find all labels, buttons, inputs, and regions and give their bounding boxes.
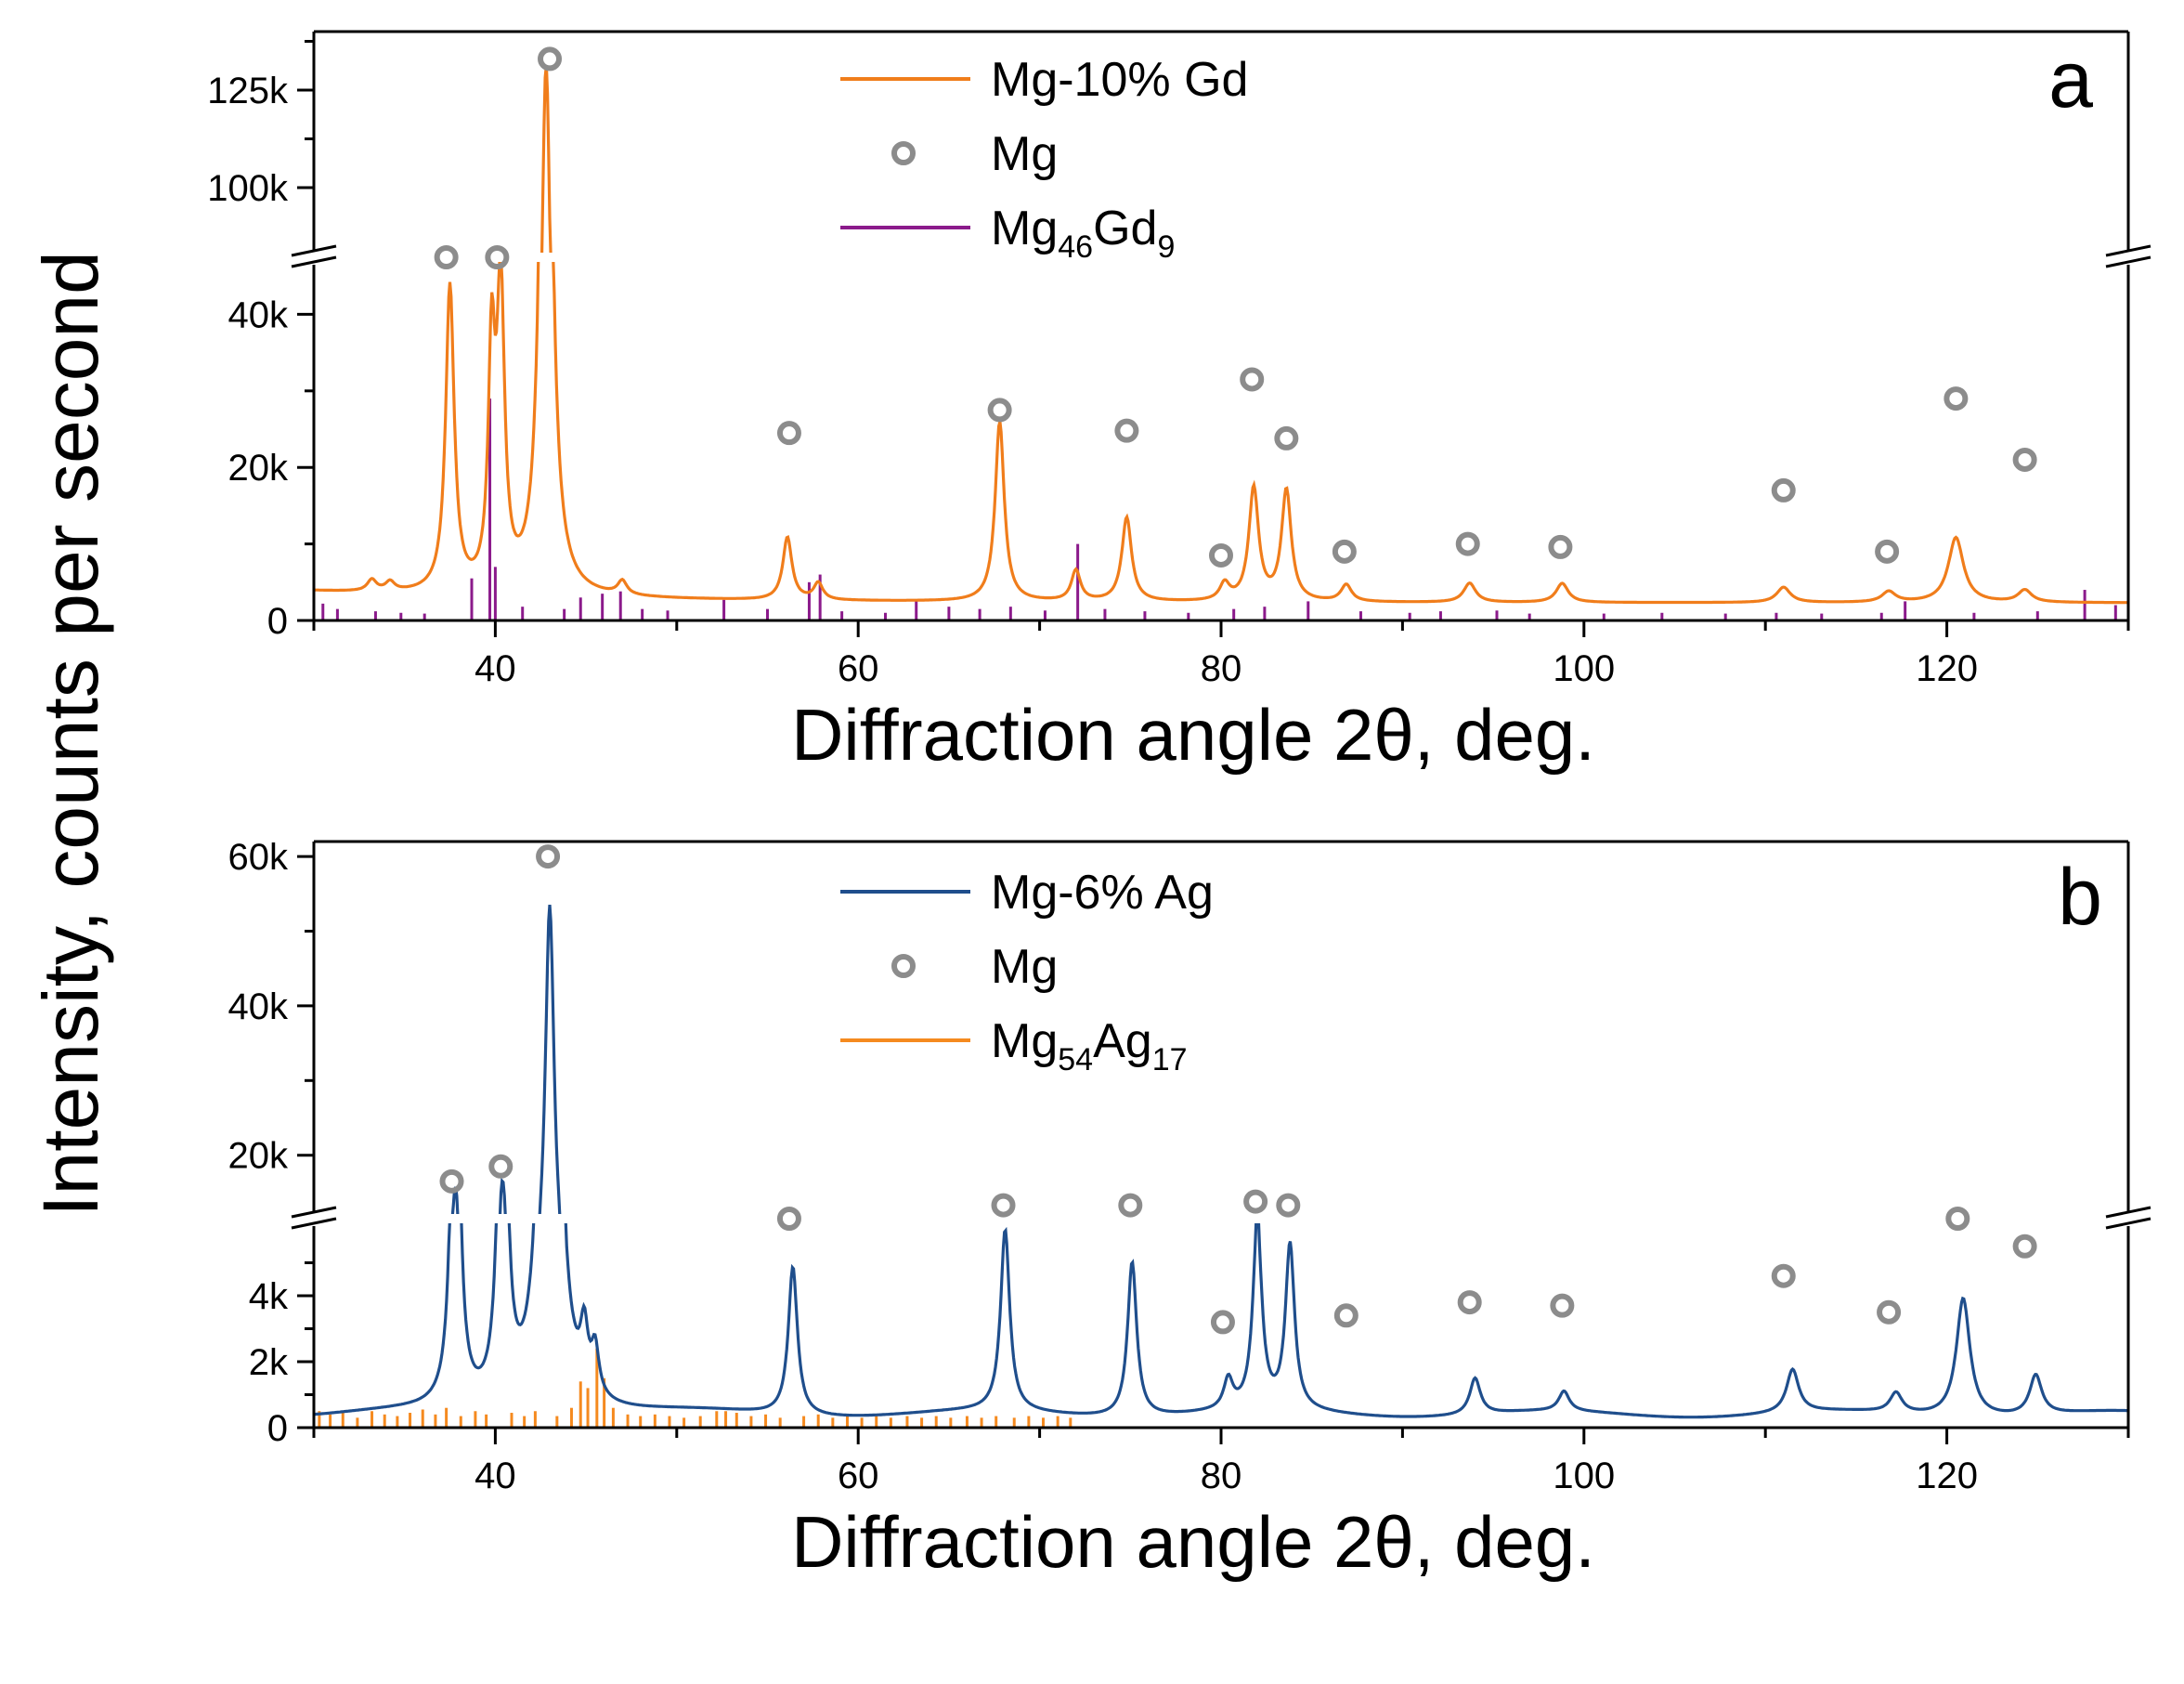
a-legend-mg-swatch [891, 141, 916, 165]
a-x-tick-label-100: 100 [1553, 648, 1615, 689]
a-mg-marker-14 [1944, 386, 1969, 411]
a-mg-marker-2 [538, 46, 563, 72]
b-legend-ref-part-1: 54 [1058, 1042, 1093, 1077]
b-break-mark-a-0 [291, 1206, 337, 1219]
b-x-tick-label-80: 80 [1201, 1456, 1242, 1496]
a-break-mark-a-0 [291, 244, 337, 257]
b-mg-marker-1 [488, 1154, 514, 1179]
b-legend-mg-swatch [891, 954, 916, 978]
b-mg-marker-7 [1243, 1189, 1268, 1214]
a-mg-marker-3 [776, 421, 801, 446]
b-y-tick-label-2k: 2k [249, 1342, 289, 1383]
b-mg-marker-10 [1457, 1290, 1482, 1315]
b-mg-marker-6 [1210, 1310, 1235, 1335]
a-axis-break-band [310, 253, 2132, 262]
b-mg-marker-5 [1118, 1193, 1143, 1218]
b-legend-ref-part-2: Ag [1093, 1014, 1152, 1068]
a-legend-mg-label: Mg [991, 127, 1058, 181]
b-y-tick-label-0: 0 [267, 1408, 288, 1449]
b-mg-marker-15 [2012, 1234, 2037, 1259]
b-y-tick-label-60k: 60k [228, 837, 289, 878]
a-legend-ref-part-3: 9 [1157, 229, 1175, 265]
a-mg-marker-8 [1274, 425, 1299, 450]
b-legend-ref-part-3: 17 [1152, 1042, 1188, 1077]
b-mg-marker-11 [1550, 1293, 1575, 1318]
a-panel-letter: a [2048, 35, 2093, 124]
b-mg-marker-0 [439, 1168, 464, 1194]
a-mg-marker-6 [1209, 542, 1233, 568]
a-mg-marker-4 [987, 398, 1012, 423]
a-pattern-line [314, 65, 2128, 605]
b-y-tick-label-4k: 4k [249, 1276, 289, 1317]
a-mg-marker-7 [1240, 367, 1265, 392]
b-break-mark-b-1 [2105, 1217, 2152, 1230]
a-legend-ref-label: Mg46Gd9 [991, 202, 1175, 265]
a-break-mark-b-1 [2105, 255, 2152, 268]
a-mg-marker-1 [485, 245, 510, 269]
a-y-tick-label-0: 0 [267, 601, 288, 642]
b-mg-marker-14 [1945, 1207, 1970, 1231]
a-reference-lines [321, 398, 2117, 620]
a-break-mark-a-1 [2105, 244, 2152, 257]
a-mg-marker-15 [2012, 447, 2037, 472]
b-y-tick-label-40k: 40k [228, 986, 289, 1027]
a-x-tick-label-60: 60 [838, 648, 879, 689]
b-mg-marker-12 [1771, 1263, 1796, 1288]
a-mg-marker-10 [1455, 531, 1480, 556]
a-y-tick-label-125k: 125k [207, 71, 289, 111]
a-x-tick-label-40: 40 [474, 648, 516, 689]
a-x-axis-title: Diffraction angle 2θ, deg. [791, 694, 1595, 776]
b-pattern-line [314, 904, 2128, 1419]
a-y-tick-label-100k: 100k [207, 168, 289, 209]
b-legend-ref-label: Mg54Ag17 [991, 1014, 1188, 1077]
b-mg-marker-8 [1276, 1193, 1301, 1218]
y-axis-label: Intensity, counts per second [27, 251, 114, 1217]
b-mg-marker-13 [1877, 1299, 1902, 1325]
a-legend-ref-part-0: Mg [991, 202, 1058, 255]
b-break-mark-b-0 [291, 1217, 337, 1230]
b-x-axis-title: Diffraction angle 2θ, deg. [791, 1501, 1595, 1583]
a-y-tick-label-40k: 40k [228, 294, 289, 335]
b-x-tick-label-40: 40 [474, 1456, 516, 1496]
a-mg-marker-12 [1771, 477, 1796, 503]
a-mg-marker-0 [434, 245, 459, 269]
b-y-tick-label-20k: 20k [228, 1136, 289, 1177]
a-legend-series-label: Mg-10% Gd [991, 53, 1248, 107]
panel-a: 40 60 80 100 120 0 20k 40k 100k 125k Diffraction a… [207, 30, 2152, 776]
a-legend-ref-part-1: 46 [1058, 229, 1093, 265]
b-mg-marker-2 [536, 844, 561, 869]
b-mg-marker-3 [776, 1207, 801, 1231]
b-x-tick-label-120: 120 [1916, 1456, 1978, 1496]
b-x-tick-label-60: 60 [838, 1456, 879, 1496]
b-break-mark-a-1 [2105, 1206, 2152, 1219]
a-mg-marker-13 [1875, 539, 1900, 564]
a-legend-ref-part-2: Gd [1093, 202, 1157, 255]
b-mg-marker-4 [991, 1193, 1016, 1218]
b-legend-mg-label: Mg [991, 940, 1058, 994]
a-break-mark-b-0 [291, 255, 337, 268]
b-axis-break-band [310, 1214, 2132, 1223]
panel-b: 40 60 80 100 120 0 2k 4k 20k 40k 60k Diffraction an… [228, 837, 2152, 1583]
a-mg-marker-11 [1548, 534, 1573, 559]
b-panel-letter: b [2058, 853, 2102, 942]
a-mg-marker-9 [1332, 539, 1357, 564]
b-mg-marker-9 [1333, 1303, 1358, 1328]
a-x-tick-label-120: 120 [1916, 648, 1978, 689]
a-mg-marker-5 [1114, 418, 1139, 443]
a-y-tick-label-20k: 20k [228, 448, 289, 489]
a-x-tick-label-80: 80 [1201, 648, 1242, 689]
b-reference-lines [318, 1348, 1072, 1428]
b-x-tick-label-100: 100 [1553, 1456, 1615, 1496]
b-legend-ref-part-0: Mg [991, 1014, 1058, 1068]
b-legend-series-label: Mg-6% Ag [991, 866, 1214, 920]
